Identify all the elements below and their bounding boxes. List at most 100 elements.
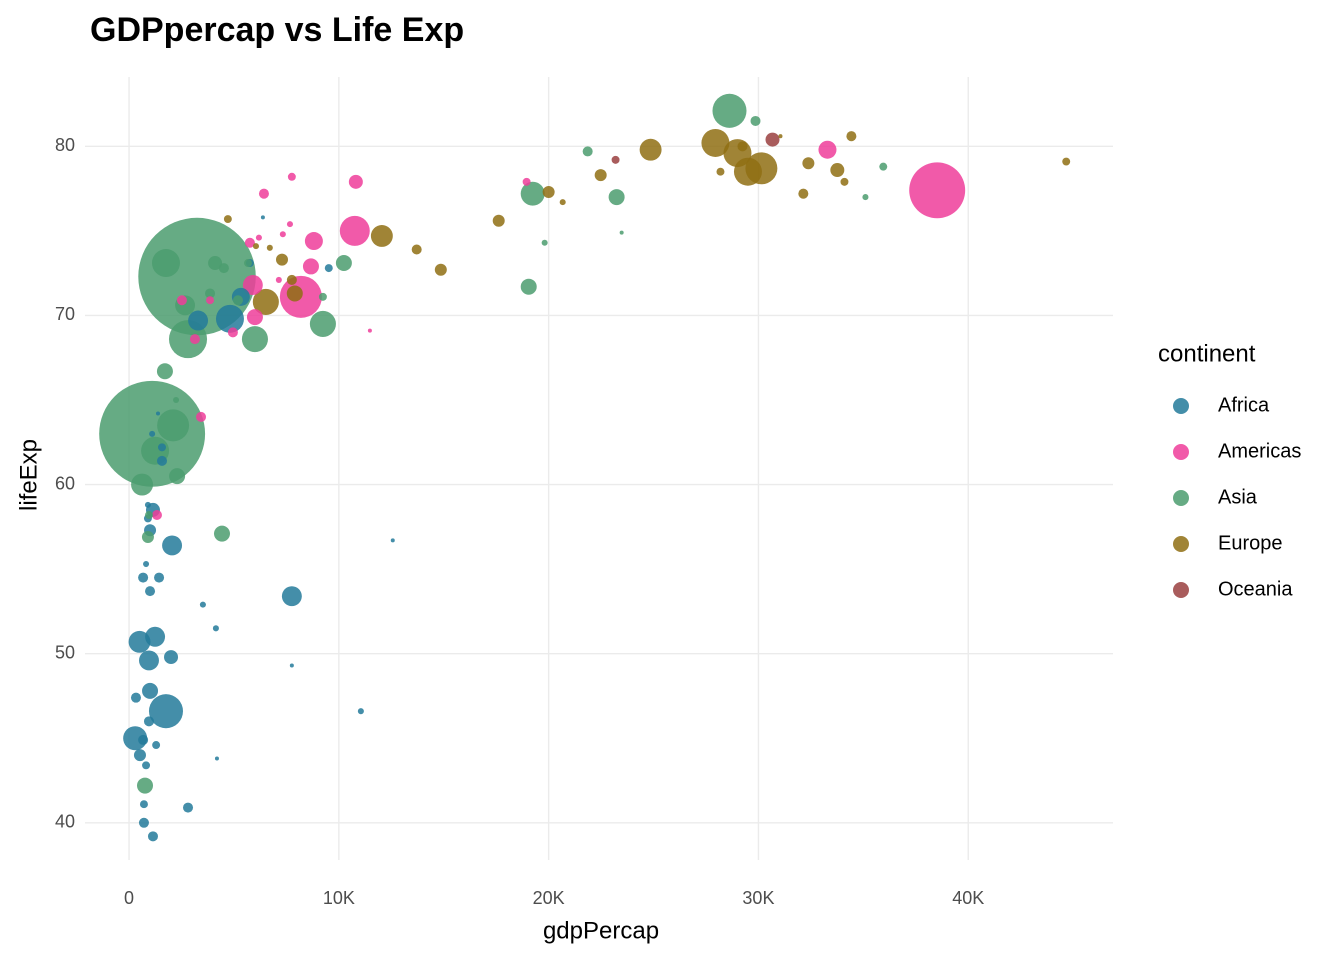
bubble (434, 263, 447, 276)
bubble (130, 692, 141, 703)
bubble (244, 259, 252, 268)
bubble (158, 443, 166, 452)
bubble (339, 215, 370, 246)
y-axis-label: lifeExp (15, 439, 42, 511)
bubble (252, 288, 279, 315)
bubble (594, 169, 607, 182)
bubble (143, 561, 150, 568)
bubble (173, 396, 180, 404)
legend-swatch (1173, 398, 1189, 414)
bubble (145, 586, 156, 597)
bubble (145, 626, 166, 647)
bubble (281, 586, 302, 607)
y-tick-label: 80 (55, 135, 75, 155)
bubble (286, 221, 293, 228)
legend-swatch (1173, 490, 1189, 506)
bubble (208, 256, 223, 271)
bubble (520, 278, 537, 295)
bubble (241, 326, 268, 353)
bubble (142, 682, 159, 699)
bubble (733, 157, 762, 186)
bubble (232, 295, 243, 306)
bubble (304, 232, 323, 251)
bubble (411, 244, 422, 255)
bubble (139, 650, 159, 671)
bubble (156, 411, 161, 416)
bubble (212, 625, 219, 632)
bubble (582, 146, 593, 157)
bubble (324, 264, 333, 273)
bubble (335, 255, 352, 272)
chart-title: GDPpercap vs Life Exp (90, 11, 464, 49)
bubble (302, 258, 319, 275)
bubble (138, 734, 149, 745)
bubble (128, 630, 151, 653)
bubble (206, 296, 215, 305)
bubble (260, 215, 265, 220)
bubble (162, 535, 183, 556)
bubble (144, 501, 151, 508)
bubble (156, 455, 168, 466)
bubble (157, 409, 190, 442)
legend-label: Europe (1218, 532, 1283, 554)
bubble (778, 134, 783, 139)
bubble (287, 172, 296, 181)
bubble (286, 274, 297, 285)
bubble (286, 285, 303, 302)
bubble (151, 510, 162, 521)
bubble (138, 572, 149, 583)
bubble (798, 188, 809, 199)
bubble (846, 131, 857, 142)
bubble (255, 234, 262, 241)
legend-label: Americas (1218, 440, 1301, 462)
bubble (390, 538, 395, 543)
bubble (227, 327, 238, 338)
bubble (266, 244, 273, 251)
y-tick-label: 70 (55, 304, 75, 324)
grid (85, 77, 1113, 860)
bubble (370, 225, 393, 247)
bubble (199, 601, 206, 608)
bubble (619, 230, 624, 235)
bubble (131, 473, 154, 496)
bubble (196, 411, 207, 422)
bubble (275, 276, 282, 283)
bubble (879, 162, 888, 171)
bubble (156, 363, 173, 380)
bubble (176, 295, 187, 306)
bubble (492, 214, 505, 227)
bubble (189, 334, 200, 345)
bubble (169, 468, 186, 485)
bubble (765, 132, 780, 147)
bubble (147, 831, 158, 842)
legend-swatch (1173, 582, 1189, 598)
bubble (188, 310, 209, 331)
legend-swatch (1173, 444, 1189, 460)
bubble (608, 189, 625, 206)
bubble (541, 239, 548, 246)
bubble (520, 181, 545, 206)
bubble (818, 140, 837, 159)
bubble (142, 761, 151, 770)
x-tick-label: 10K (323, 888, 355, 908)
bubble (145, 511, 153, 519)
legend: Africa Americas Asia Europe Oceania (1173, 394, 1301, 600)
bubble (701, 128, 730, 157)
bubble (244, 237, 255, 248)
bubble (205, 288, 216, 299)
bubble (252, 243, 260, 250)
bubble (164, 650, 179, 665)
bubble (712, 93, 747, 128)
legend-title: continent (1158, 340, 1256, 367)
y-tick-label: 50 (55, 642, 75, 662)
bubble (309, 310, 336, 337)
bubble (218, 263, 229, 274)
bubble (154, 572, 165, 583)
bubble (840, 177, 849, 186)
x-tick-label: 30K (742, 888, 774, 908)
y-tick-label: 40 (55, 812, 75, 832)
bubble (367, 328, 372, 333)
x-axis-label: gdpPercap (543, 917, 659, 944)
bubble (909, 162, 966, 219)
